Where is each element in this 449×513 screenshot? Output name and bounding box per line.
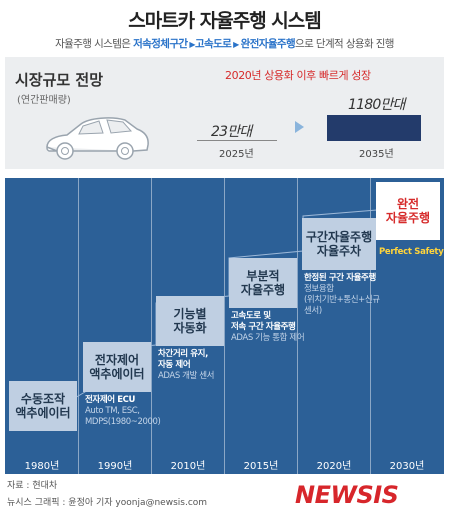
stage-label: 수동조작 액추에이터 bbox=[15, 392, 71, 420]
subtitle: 자율주행 시스템은 저속정체구간 ▶고속도로 ▶ 완전자율주행으로 단계적 상용… bbox=[0, 36, 449, 51]
stage-label: 기능별 자동화 bbox=[173, 307, 207, 335]
stage-label: 부분적 자율주행 bbox=[240, 269, 286, 297]
stage-function-automation: 기능별 자동화 bbox=[156, 296, 224, 346]
page-title: 스마트카 자율주행 시스템 bbox=[128, 10, 322, 32]
year-2025: 2025년 bbox=[219, 149, 254, 160]
subtitle-prefix: 자율주행 시스템은 bbox=[55, 38, 134, 50]
autonomy-timeline: 수동조작 액추에이터 전자제어 액추에이터 기능별 자동화 부분적 자율주행 구… bbox=[5, 178, 444, 474]
subtitle-stage-highway: 고속도로 bbox=[194, 38, 232, 50]
stage-desc-section: 한정된 구간 자율주행 정보융합 (위치기반+통신+신규센서) bbox=[304, 273, 382, 317]
year-label: 2015년 bbox=[243, 461, 279, 472]
desc-main: 한정된 구간 자율주행 bbox=[304, 273, 376, 283]
source-note: 자료 : 현대차 bbox=[7, 481, 58, 491]
stage-section-autonomy: 구간자율주행 자율주차 bbox=[302, 218, 376, 270]
growth-note: 2020년 상용화 이후 빠르게 성장 bbox=[225, 69, 371, 82]
value-2025: 23만대 bbox=[211, 124, 252, 140]
triangle-right-icon: ▶ bbox=[187, 40, 195, 49]
arrow-right-icon bbox=[295, 121, 304, 133]
desc-main: 고속도로 및 저속 구간 자율주행 bbox=[231, 311, 296, 332]
desc-sub: ADAS 개발 센서 bbox=[158, 371, 215, 381]
year-label: 2030년 bbox=[389, 461, 425, 472]
bar-2035 bbox=[327, 115, 421, 141]
year-label: 1980년 bbox=[24, 461, 60, 472]
newsis-logo: NEWSIS bbox=[295, 481, 399, 509]
desc-main: 차간거리 유지, 자동 제어 bbox=[158, 349, 208, 370]
value-2035: 1180만대 bbox=[348, 97, 405, 113]
stage-manual-actuator: 수동조작 액추에이터 bbox=[9, 381, 77, 431]
desc-main: 전자제어 ECU bbox=[85, 395, 135, 405]
column-divider bbox=[78, 178, 79, 474]
stage-desc-partial: 고속도로 및 저속 구간 자율주행 ADAS 기능 통합 제어 bbox=[231, 311, 305, 344]
stage-desc-automation: 차간거리 유지, 자동 제어 ADAS 개발 센서 bbox=[158, 349, 230, 382]
column-divider bbox=[224, 178, 225, 474]
stage-full-autonomy: 완전 자율주행 bbox=[376, 182, 440, 240]
stage-electronic-actuator: 전자제어 액추에이터 bbox=[83, 342, 151, 392]
year-label: 2010년 bbox=[170, 461, 206, 472]
triangle-right-icon: ▶ bbox=[231, 40, 241, 49]
car-icon bbox=[46, 117, 149, 160]
graphic-credit: 뉴시스 그래픽 : 윤정아 기자 yoonja@newsis.com bbox=[7, 498, 208, 508]
stage-partial-autonomy: 부분적 자율주행 bbox=[229, 258, 297, 308]
subtitle-suffix: 으로 단계적 상용화 진행 bbox=[295, 38, 394, 50]
column-divider bbox=[297, 178, 298, 474]
year-label: 1990년 bbox=[97, 461, 133, 472]
stage-label: 구간자율주행 자율주차 bbox=[305, 230, 373, 258]
subtitle-stage-low-speed: 저속정체구간 bbox=[133, 38, 188, 50]
baseline-2025 bbox=[197, 140, 277, 141]
year-2035: 2035년 bbox=[359, 149, 394, 160]
desc-sub: 정보융합 (위치기반+통신+신규센서) bbox=[304, 284, 380, 316]
market-unit: (연간판매량) bbox=[17, 95, 71, 106]
column-divider bbox=[151, 178, 152, 474]
year-label: 2020년 bbox=[316, 461, 352, 472]
desc-sub: Auto TM, ESC, MDPS(1980~2000) bbox=[85, 406, 161, 427]
stage-desc-electronic: 전자제어 ECU Auto TM, ESC, MDPS(1980~2000) bbox=[85, 395, 161, 428]
desc-sub: ADAS 기능 통합 제어 bbox=[231, 333, 305, 343]
market-forecast-panel: 시장규모 전망 (연간판매량) 2020년 상용화 이후 빠르게 성장 23만대… bbox=[5, 57, 444, 169]
stage-label: 완전 자율주행 bbox=[385, 197, 431, 225]
stage-label: 전자제어 액추에이터 bbox=[89, 353, 145, 381]
subtitle-stage-full: 완전자율주행 bbox=[240, 38, 296, 50]
perfect-safety-note: Perfect Safety bbox=[379, 247, 444, 257]
column-divider bbox=[370, 178, 371, 474]
market-title: 시장규모 전망 bbox=[15, 71, 104, 89]
